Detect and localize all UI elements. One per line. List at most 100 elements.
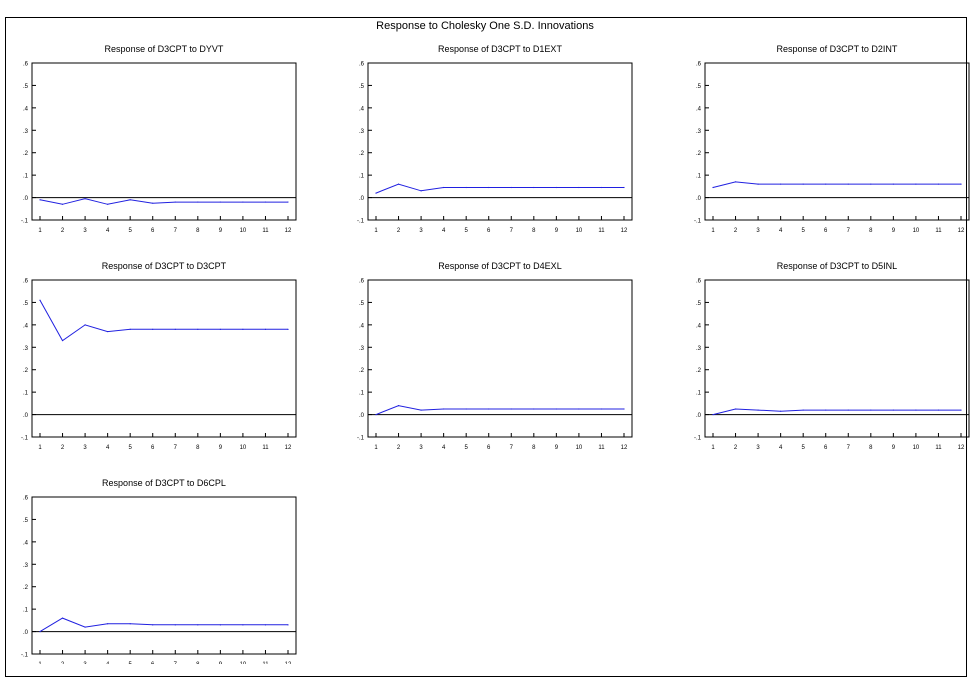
y-tick-label: -.1	[357, 219, 365, 225]
x-tick-label: 5	[129, 662, 133, 664]
chart-panel: Response of D3CPT to D3CPT .6 .5 .4 .3 .2 .1 .0…	[21, 261, 297, 451]
x-tick-label: 12	[958, 228, 965, 234]
data-point	[712, 413, 714, 416]
data-point	[219, 328, 221, 330]
data-point	[937, 409, 940, 411]
data-point	[870, 183, 872, 185]
data-point	[242, 624, 244, 626]
data-point	[623, 408, 625, 410]
data-point	[174, 201, 176, 203]
chart-panel: Response of D3CPT to D5INL .6 .5 .4 .3 .2 .1 .0…	[694, 261, 970, 451]
y-tick-label: .0	[23, 630, 29, 636]
y-tick-label: .3	[23, 346, 29, 352]
y-tick-label: .2	[359, 151, 365, 157]
data-point	[915, 183, 917, 185]
data-point	[734, 181, 737, 183]
x-tick-label: 8	[196, 662, 200, 664]
y-tick-label: .5	[359, 84, 365, 90]
x-tick-label: 10	[576, 228, 583, 234]
data-point	[734, 408, 737, 410]
x-tick-label: 7	[510, 445, 514, 451]
data-point	[465, 408, 467, 410]
y-tick-label: .2	[23, 585, 29, 591]
data-point	[264, 624, 267, 626]
x-tick-label: 5	[129, 228, 133, 234]
data-point	[847, 409, 849, 411]
data-point	[397, 405, 400, 407]
data-point	[129, 623, 131, 625]
data-point	[937, 183, 940, 185]
y-tick-label: .3	[696, 129, 702, 135]
x-tick-label: 6	[151, 445, 155, 451]
y-tick-label: .3	[23, 563, 29, 569]
y-tick-label: .6	[23, 62, 29, 68]
x-tick-label: 1	[374, 445, 378, 451]
y-tick-label: .3	[359, 129, 365, 135]
x-tick-label: 8	[532, 228, 536, 234]
y-tick-label: .5	[696, 84, 702, 90]
data-point	[533, 186, 535, 189]
y-tick-label: .3	[23, 129, 29, 135]
x-tick-label: 10	[576, 445, 583, 451]
data-point	[533, 408, 535, 410]
data-point	[465, 186, 467, 189]
x-tick-label: 12	[285, 228, 292, 234]
y-tick-label: -.1	[21, 653, 29, 659]
plot-frame	[704, 62, 970, 221]
x-tick-label: 6	[151, 228, 155, 234]
data-point	[174, 624, 176, 626]
chart-panel: Response of D3CPT to DYVT .6 .5 .4 .3 .2 .1 .0 -…	[21, 44, 297, 234]
y-tick-label: .6	[359, 279, 365, 285]
data-point	[242, 201, 244, 203]
x-tick-label: 10	[240, 662, 247, 664]
data-point	[578, 408, 580, 410]
y-tick-label: .1	[359, 391, 365, 397]
x-tick-label: 9	[892, 228, 896, 234]
x-tick-label: 9	[219, 445, 223, 451]
y-tick-label: -.1	[694, 436, 702, 442]
y-tick-label: .4	[23, 106, 29, 112]
series-line	[39, 617, 288, 633]
x-tick-label: 10	[240, 228, 247, 234]
x-tick-label: 11	[935, 228, 942, 234]
y-tick-label: .4	[23, 323, 29, 329]
y-tick-label: .5	[23, 84, 29, 90]
x-tick-label: 7	[174, 445, 178, 451]
data-point	[84, 324, 86, 326]
x-tick-label: 2	[61, 445, 65, 451]
x-tick-label: 7	[510, 228, 514, 234]
chart-title: Response of D3CPT to D2INT	[777, 44, 898, 54]
y-tick-label: .2	[23, 368, 29, 374]
x-tick-label: 8	[869, 228, 873, 234]
x-tick-label: 8	[869, 445, 873, 451]
y-tick-label: .5	[696, 301, 702, 307]
data-point	[555, 408, 557, 410]
y-tick-label: .0	[696, 413, 702, 419]
x-tick-label: 2	[397, 445, 401, 451]
data-point	[61, 617, 64, 619]
data-point	[197, 328, 199, 330]
y-tick-label: .0	[359, 413, 365, 419]
data-point	[375, 413, 377, 416]
chart-title: Response of D3CPT to D4EXL	[438, 261, 561, 271]
series-line	[39, 198, 288, 205]
y-tick-label: .1	[696, 174, 702, 180]
x-tick-label: 9	[555, 228, 559, 234]
y-tick-label: .4	[359, 323, 365, 329]
data-point	[757, 409, 759, 411]
chart-panel: Response of D3CPT to D4EXL .6 .5 .4 .3 .2 .1 .0…	[357, 261, 633, 451]
y-tick-label: .6	[23, 496, 29, 502]
x-tick-label: 4	[779, 445, 783, 451]
data-point	[420, 409, 422, 411]
data-point	[84, 626, 86, 628]
y-tick-label: .2	[696, 368, 702, 374]
x-tick-label: 3	[419, 445, 423, 451]
data-point	[242, 328, 244, 330]
y-tick-label: .6	[23, 279, 29, 285]
chart-title: Response of D3CPT to D3CPT	[102, 261, 227, 271]
page-title: Response to Cholesky One S.D. Innovation…	[376, 20, 594, 32]
x-tick-label: 2	[61, 662, 65, 664]
plot-frame	[367, 279, 633, 438]
series-line	[39, 299, 288, 342]
